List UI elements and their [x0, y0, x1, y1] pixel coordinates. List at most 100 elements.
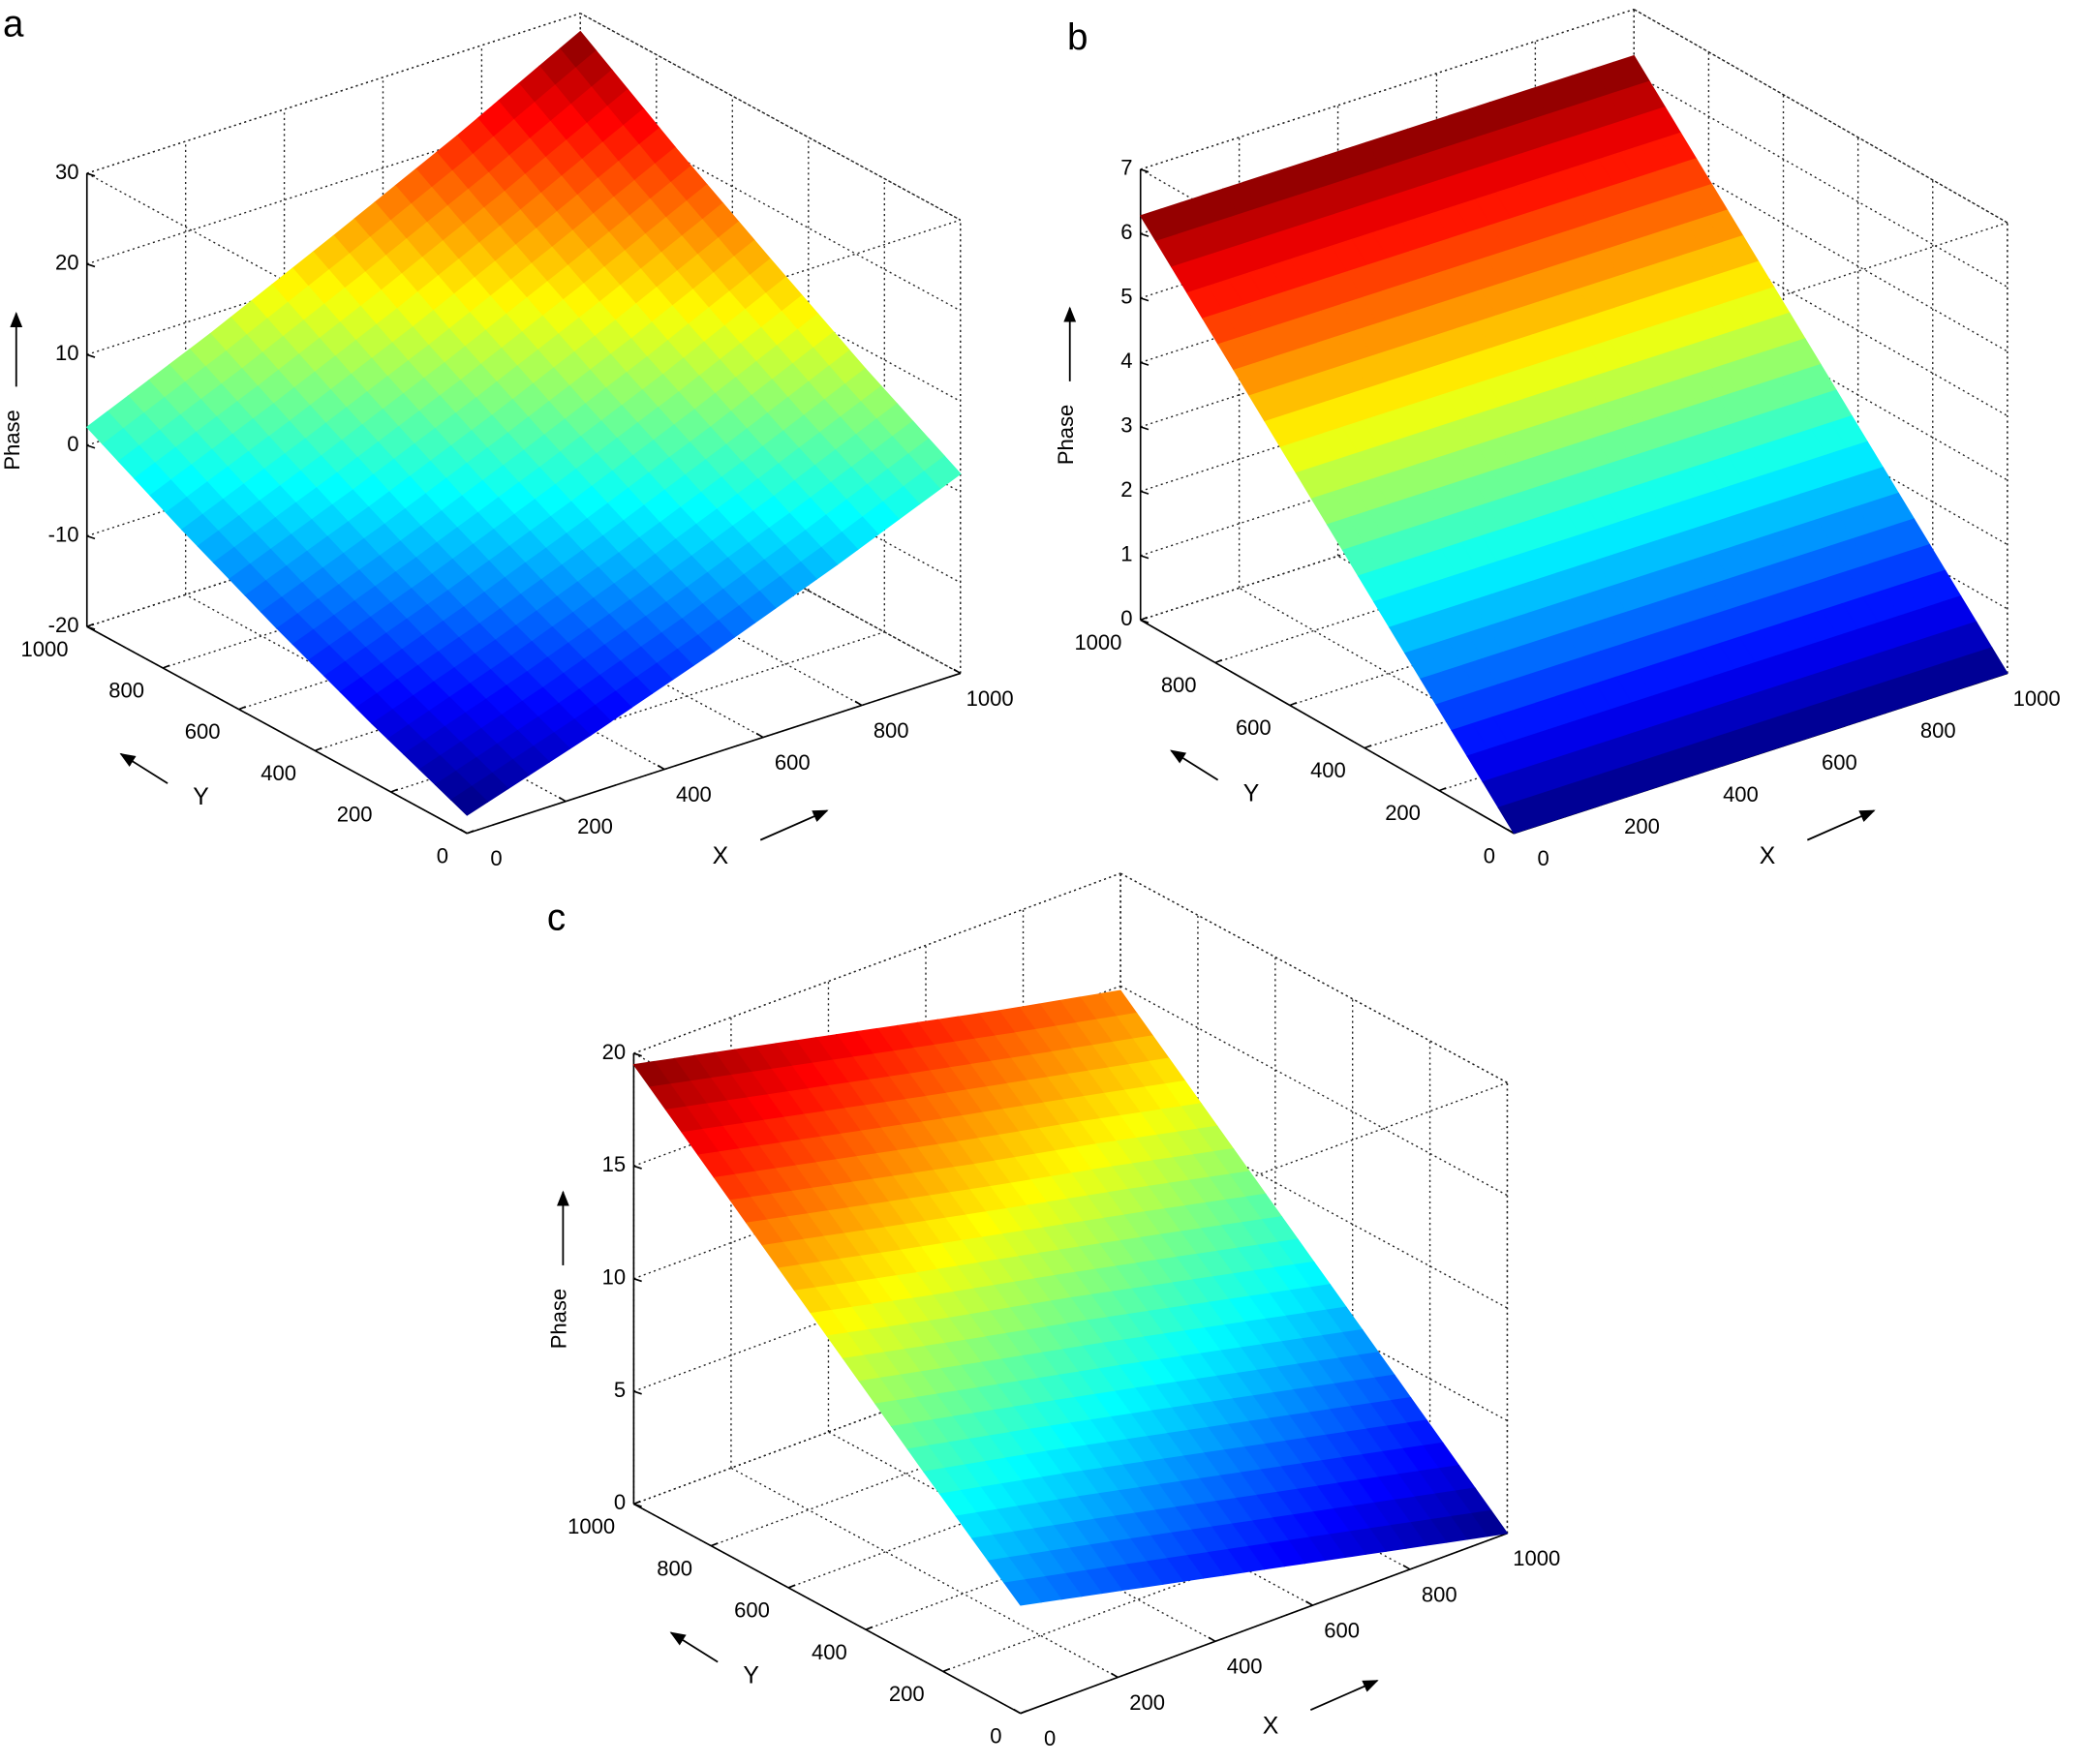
- x-tick-label: 1000: [2013, 686, 2061, 711]
- z-tick: [86, 353, 96, 358]
- z-tick: [633, 1503, 642, 1507]
- z-tick: [86, 625, 96, 630]
- x-arrow: [759, 809, 829, 841]
- x-tick-label: 0: [1044, 1726, 1056, 1750]
- z-tick-label: 0: [67, 432, 78, 456]
- x-axis: [1020, 1532, 1508, 1715]
- x-tick-label: 400: [1723, 782, 1759, 806]
- x-axis: [466, 672, 962, 835]
- y-tick: [1438, 787, 1447, 792]
- y-arrow: [669, 1631, 719, 1663]
- x-tick-label: 1000: [966, 686, 1014, 711]
- grid-line: [1633, 73, 2008, 289]
- x-tick: [657, 764, 665, 771]
- x-tick-label: 600: [1822, 750, 1857, 775]
- surface-patch: [1497, 800, 1536, 835]
- z-axis-label: Phase: [0, 410, 24, 470]
- x-tick-label: 400: [676, 782, 712, 806]
- x-tick: [854, 700, 863, 707]
- z-tick: [1140, 361, 1150, 366]
- y-tick: [1020, 1710, 1027, 1715]
- z-tick: [1140, 232, 1150, 237]
- z-tick-label: 0: [1120, 606, 1132, 630]
- grid-line: [730, 1467, 1119, 1679]
- y-tick: [865, 1626, 874, 1630]
- y-tick-label: 400: [261, 761, 296, 785]
- y-tick-label: 1000: [20, 637, 68, 661]
- y-tick-label: 800: [108, 679, 144, 703]
- z-tick: [86, 172, 96, 177]
- grid-line: [1633, 9, 2008, 224]
- x-tick: [1305, 1600, 1313, 1606]
- y-tick: [238, 706, 246, 711]
- y-tick-label: 0: [437, 843, 448, 867]
- z-tick-label: 10: [602, 1265, 627, 1290]
- y-tick: [787, 1584, 796, 1589]
- z-tick-label: 6: [1120, 220, 1132, 244]
- grid-line: [1119, 872, 1508, 1083]
- z-tick: [1140, 297, 1150, 302]
- z-tick-label: 3: [1120, 413, 1132, 438]
- x-axis-label: X: [1760, 843, 1776, 869]
- panel-label: b: [1067, 17, 1088, 59]
- y-tick: [710, 1542, 719, 1547]
- y-tick-label: 1000: [567, 1514, 615, 1538]
- x-tick: [1013, 1708, 1022, 1715]
- z-tick: [86, 534, 96, 540]
- x-tick: [1208, 1636, 1216, 1643]
- y-axis-label: Y: [193, 784, 209, 810]
- grid-line: [86, 13, 581, 174]
- z-tick: [1140, 555, 1150, 560]
- z-tick-label: 4: [1120, 349, 1132, 373]
- z-tick-label: 20: [602, 1040, 627, 1064]
- y-tick: [314, 746, 322, 752]
- x-tick: [755, 732, 764, 739]
- y-tick-label: 600: [734, 1598, 770, 1623]
- grid-line: [1633, 137, 2008, 352]
- y-tick-label: 800: [1161, 673, 1197, 697]
- z-tick-label: -10: [48, 522, 79, 546]
- y-tick: [1364, 745, 1372, 749]
- z-tick: [1140, 619, 1150, 623]
- y-tick-label: 200: [889, 1682, 925, 1706]
- grid-line: [633, 872, 1121, 1054]
- y-tick-label: 400: [812, 1640, 847, 1664]
- y-tick: [1289, 702, 1298, 707]
- grid-line: [1119, 985, 1508, 1197]
- z-tick: [633, 1390, 642, 1395]
- x-tick-label: 0: [490, 846, 502, 870]
- x-tick-label: 800: [1422, 1582, 1457, 1606]
- z-axis-label: Phase: [1054, 405, 1078, 465]
- y-tick-label: 0: [990, 1723, 1001, 1748]
- z-tick-label: 7: [1120, 156, 1132, 180]
- x-tick: [1110, 1672, 1119, 1679]
- y-tick: [162, 664, 170, 669]
- x-tick-label: 1000: [1513, 1546, 1560, 1570]
- grid-line: [1119, 1098, 1508, 1309]
- x-arrow: [1806, 809, 1876, 841]
- z-axis-label: Phase: [546, 1289, 570, 1349]
- grid-line: [1239, 587, 1613, 803]
- x-tick: [953, 668, 962, 675]
- surface-patch: [450, 785, 489, 816]
- panel-label: c: [547, 897, 566, 938]
- x-tick-label: 600: [775, 750, 811, 775]
- z-tick-label: 5: [614, 1378, 626, 1402]
- y-axis: [1140, 619, 1515, 835]
- y-axis-label: Y: [1243, 780, 1260, 806]
- z-tick-label: 2: [1120, 477, 1132, 502]
- z-tick-label: 0: [614, 1490, 626, 1514]
- panel: 0200400600800100002004006008001000-20-10…: [0, 4, 1014, 870]
- z-tick: [1140, 426, 1150, 431]
- x-tick-label: 200: [1624, 814, 1660, 838]
- y-tick-label: 600: [1236, 715, 1272, 740]
- z-tick-label: 30: [55, 160, 78, 184]
- x-tick: [558, 796, 567, 803]
- y-tick: [942, 1667, 951, 1673]
- z-tick: [1140, 490, 1150, 495]
- y-tick-label: 200: [1385, 801, 1421, 825]
- z-tick-label: 1: [1120, 542, 1132, 566]
- x-axis-label: X: [713, 843, 729, 869]
- z-tick: [633, 1165, 642, 1170]
